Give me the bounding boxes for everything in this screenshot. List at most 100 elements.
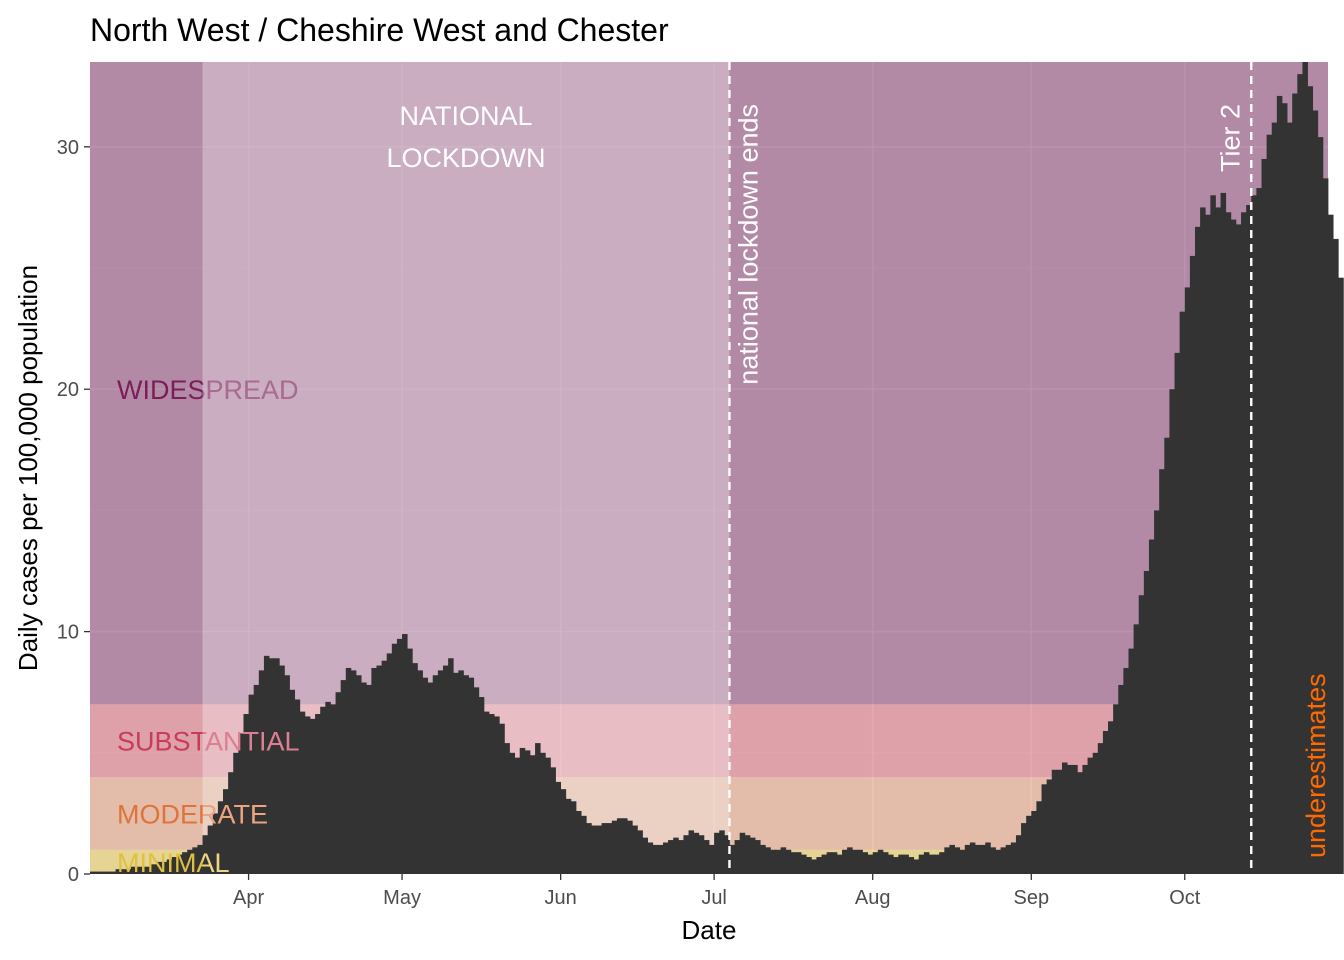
bar	[642, 837, 649, 874]
bar	[151, 864, 157, 874]
bar	[1118, 684, 1124, 874]
y-tick-label: 30	[57, 137, 79, 159]
bar	[1036, 801, 1042, 874]
y-axis-title: Daily cases per 100,000 population	[13, 265, 43, 671]
bar	[1097, 743, 1104, 874]
bar	[1021, 823, 1027, 874]
bar	[146, 866, 152, 874]
bar	[417, 670, 423, 874]
bar	[1051, 769, 1058, 874]
bar	[1256, 188, 1262, 874]
bar	[847, 847, 853, 874]
bar	[1041, 784, 1048, 874]
bar	[1210, 195, 1216, 875]
bar	[755, 840, 761, 874]
bar	[125, 869, 132, 874]
zone-label-overlay: SUBSTANTIAL	[117, 727, 300, 757]
bar	[969, 842, 976, 874]
bar	[734, 840, 741, 874]
bar	[591, 825, 597, 874]
bar	[1251, 195, 1257, 875]
bar	[657, 844, 664, 874]
bar	[228, 772, 234, 874]
bar	[243, 714, 249, 874]
bar	[100, 871, 106, 874]
bar	[1113, 704, 1119, 874]
bar	[468, 677, 475, 874]
bar	[412, 663, 418, 874]
bar	[652, 844, 659, 874]
bar	[857, 849, 863, 874]
bar	[182, 852, 188, 874]
bar	[217, 801, 224, 874]
bar	[1317, 137, 1324, 874]
bar	[376, 665, 382, 874]
bar	[811, 859, 817, 874]
bar	[207, 825, 214, 874]
bar	[560, 789, 567, 874]
bar	[299, 711, 306, 874]
bar	[545, 757, 551, 874]
y-tick-label: 0	[68, 864, 79, 886]
bar	[274, 658, 280, 874]
bar	[509, 752, 516, 874]
bar	[1072, 764, 1078, 874]
bar	[877, 849, 884, 874]
bar	[949, 844, 955, 874]
bar	[1123, 667, 1129, 874]
bar	[842, 849, 848, 874]
bar	[212, 813, 219, 874]
bar	[954, 847, 961, 874]
bar	[1031, 810, 1037, 874]
bar	[350, 670, 357, 874]
zone-label: MODERATE	[117, 799, 268, 829]
zone-label-overlay: MINIMAL	[117, 848, 230, 878]
bar	[744, 835, 751, 874]
bar	[176, 854, 183, 874]
bar	[1281, 103, 1288, 874]
zone-label: MINIMAL	[117, 848, 230, 878]
bar	[693, 832, 700, 874]
bar	[688, 830, 695, 874]
bar	[356, 675, 362, 874]
bar	[427, 682, 434, 874]
bar	[340, 680, 347, 874]
x-axis: Apr May Jun Jul Aug Sep Oct	[233, 874, 1201, 909]
bar	[105, 871, 111, 874]
bar	[156, 861, 163, 874]
bar	[611, 820, 618, 874]
bar	[120, 869, 127, 874]
zone-labels: MINIMALMINIMALMODERATEMODERATESUBSTANTIA…	[117, 375, 300, 878]
bar	[1087, 757, 1094, 874]
x-tick-label: Apr	[233, 887, 264, 909]
bar	[458, 670, 464, 874]
bar	[110, 871, 116, 874]
bar	[1046, 779, 1053, 874]
bar	[442, 665, 449, 874]
bar	[959, 849, 966, 874]
x-tick-label: Jun	[545, 887, 577, 909]
bar	[928, 854, 935, 874]
bar	[95, 871, 101, 874]
bar	[330, 704, 336, 874]
bar	[335, 692, 342, 874]
bar	[1246, 205, 1252, 874]
bar	[1174, 352, 1181, 874]
bar	[1082, 764, 1088, 874]
bar	[136, 866, 142, 874]
bar	[729, 844, 735, 874]
bar	[806, 857, 812, 874]
bar	[790, 852, 797, 874]
bar	[1261, 158, 1268, 875]
bar	[709, 844, 715, 874]
bar	[1154, 510, 1160, 874]
bar	[719, 830, 725, 874]
zone-label-overlay: MODERATE	[117, 799, 268, 829]
bar	[524, 750, 531, 874]
bar	[801, 854, 807, 874]
bar	[489, 714, 495, 874]
bar	[1010, 842, 1017, 874]
bar	[1108, 721, 1114, 874]
bar	[115, 869, 122, 874]
